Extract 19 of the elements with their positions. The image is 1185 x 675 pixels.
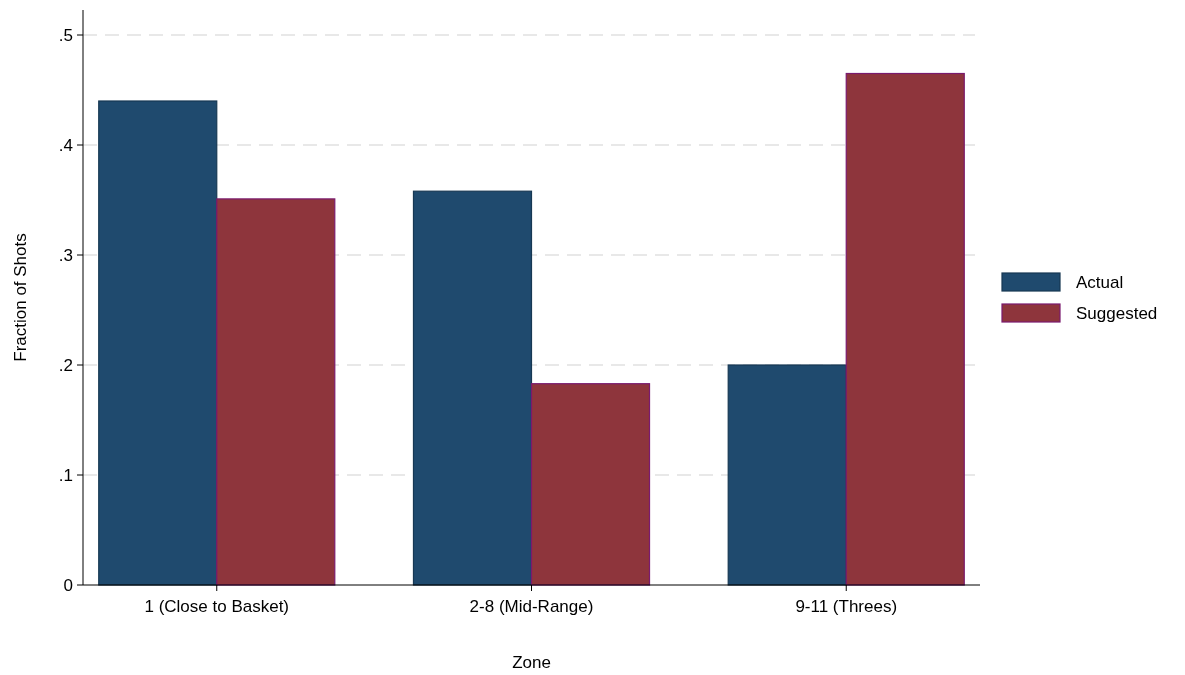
x-axis-title: Zone: [512, 653, 551, 672]
y-tick-label: 0: [63, 575, 73, 595]
bar: [530, 383, 651, 586]
bar: [845, 72, 965, 586]
y-axis-title: Fraction of Shots: [11, 233, 30, 362]
bar: [216, 198, 336, 586]
x-tick-label: 1 (Close to Basket): [144, 597, 290, 616]
y-tick-label: .1: [58, 465, 73, 485]
legend-label: Suggested: [1076, 303, 1158, 323]
bar: [412, 190, 533, 586]
legend-label: Actual: [1076, 272, 1124, 292]
y-tick-label: .3: [58, 245, 73, 265]
x-tick-label: 2-8 (Mid-Range): [469, 597, 594, 616]
bar: [98, 100, 218, 586]
y-tick-label: .2: [58, 355, 73, 375]
bar: [727, 364, 847, 586]
x-tick-label: 9-11 (Threes): [795, 597, 898, 616]
y-tick-label: .4: [58, 135, 73, 155]
y-tick-label: .5: [58, 25, 73, 45]
